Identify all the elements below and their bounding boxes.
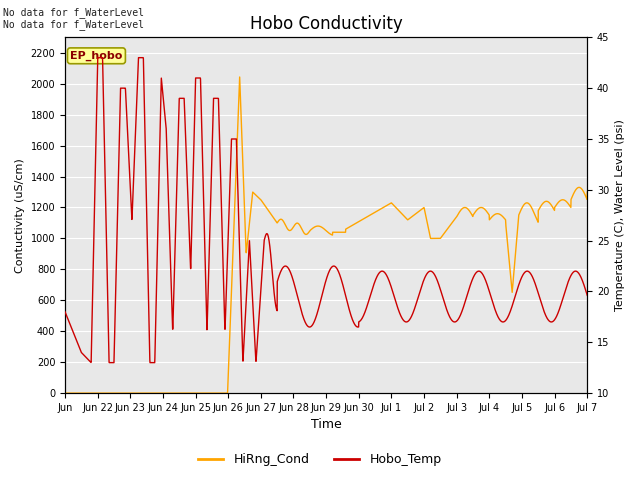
Legend: HiRng_Cond, Hobo_Temp: HiRng_Cond, Hobo_Temp — [193, 448, 447, 471]
Y-axis label: Contuctivity (uS/cm): Contuctivity (uS/cm) — [15, 158, 25, 273]
Text: No data for f_WaterLevel: No data for f_WaterLevel — [3, 19, 144, 30]
Text: EP_hobo: EP_hobo — [70, 51, 123, 61]
Text: No data for f_WaterLevel: No data for f_WaterLevel — [3, 7, 144, 18]
X-axis label: Time: Time — [311, 419, 342, 432]
Title: Hobo Conductivity: Hobo Conductivity — [250, 15, 403, 33]
Y-axis label: Temperature (C), Water Level (psi): Temperature (C), Water Level (psi) — [615, 120, 625, 311]
